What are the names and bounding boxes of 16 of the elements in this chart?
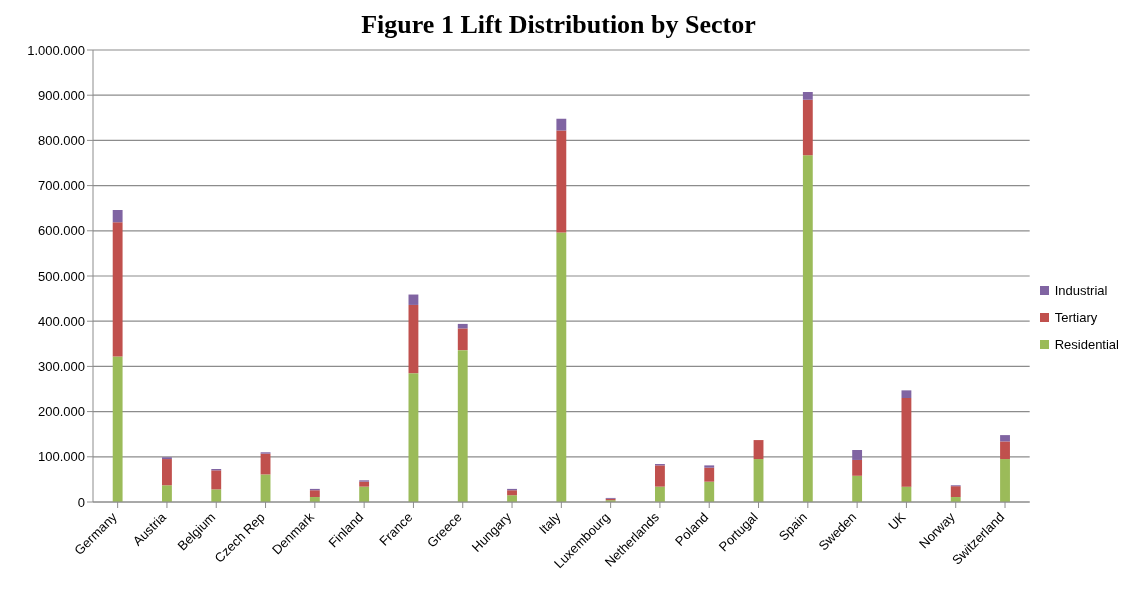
y-tick-label: 200.000 bbox=[38, 404, 85, 420]
y-tick-label: 700.000 bbox=[38, 178, 85, 194]
y-tick-label: 800.000 bbox=[38, 133, 85, 149]
y-tick-label: 0 bbox=[77, 494, 85, 510]
y-tick-label: 400.000 bbox=[38, 313, 85, 329]
chart-title: Figure 1 Lift Distribution by Sector bbox=[360, 9, 757, 41]
legend-label: Industrial bbox=[1054, 282, 1108, 298]
y-tick-label: 1.000.000 bbox=[27, 42, 85, 58]
legend-label: Tertiary bbox=[1054, 309, 1098, 325]
y-tick-label: 900.000 bbox=[38, 87, 85, 103]
x-tick-label: UK bbox=[885, 509, 909, 533]
y-tick-label: 500.000 bbox=[38, 268, 85, 284]
legend-label: Residential bbox=[1054, 336, 1119, 352]
y-tick-label: 100.000 bbox=[38, 449, 85, 465]
y-tick-label: 600.000 bbox=[38, 223, 85, 239]
y-tick-label: 300.000 bbox=[38, 359, 85, 375]
